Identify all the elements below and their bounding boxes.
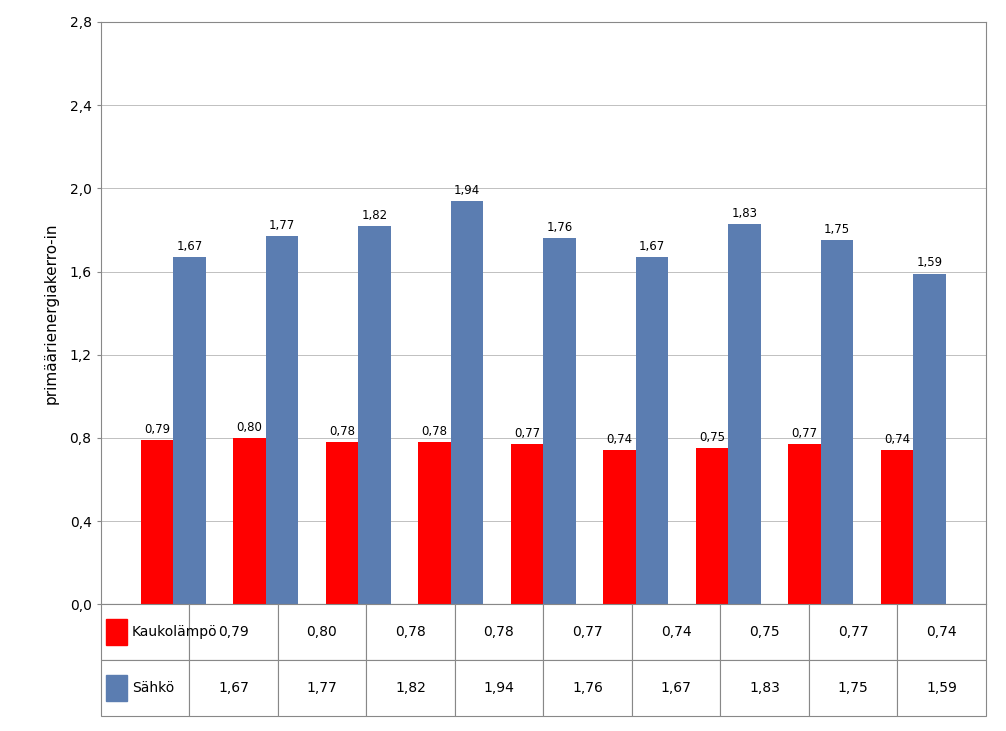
Text: 1,67: 1,67 bbox=[639, 240, 665, 253]
Text: 0,77: 0,77 bbox=[792, 427, 818, 440]
Text: 0,78: 0,78 bbox=[329, 425, 355, 438]
Bar bbox=[511, 444, 543, 605]
Bar bbox=[789, 444, 821, 605]
Bar bbox=[604, 450, 636, 605]
Bar bbox=[266, 236, 298, 605]
Text: 0,80: 0,80 bbox=[236, 421, 263, 433]
Text: 1,77: 1,77 bbox=[269, 219, 295, 232]
Bar bbox=[913, 273, 946, 605]
Bar bbox=[233, 438, 266, 605]
Bar bbox=[728, 224, 761, 605]
Text: 1,75: 1,75 bbox=[824, 223, 850, 236]
Y-axis label: primäärienergiakerro­in: primäärienergiakerro­in bbox=[43, 222, 58, 404]
Bar bbox=[418, 442, 451, 605]
Bar bbox=[451, 201, 483, 605]
Text: 0,74: 0,74 bbox=[884, 433, 910, 447]
Text: 1,83: 1,83 bbox=[731, 207, 758, 219]
Text: 0,75: 0,75 bbox=[699, 431, 725, 444]
Text: Kaukolämpö: Kaukolämpö bbox=[132, 626, 217, 640]
Bar bbox=[326, 442, 358, 605]
Bar bbox=[821, 240, 853, 605]
Text: 0,77: 0,77 bbox=[514, 427, 540, 440]
Bar bbox=[358, 226, 390, 605]
Text: 1,67: 1,67 bbox=[176, 240, 202, 253]
Bar bbox=[696, 448, 728, 605]
Text: 1,76: 1,76 bbox=[546, 221, 572, 234]
Bar bbox=[543, 238, 575, 605]
Text: Sähkö: Sähkö bbox=[132, 681, 174, 695]
Text: 1,94: 1,94 bbox=[454, 183, 480, 197]
Bar bbox=[636, 257, 668, 605]
Text: 1,59: 1,59 bbox=[916, 257, 943, 270]
Bar bbox=[173, 257, 205, 605]
Bar bbox=[141, 440, 173, 605]
Text: 1,82: 1,82 bbox=[361, 208, 387, 221]
Text: 0,74: 0,74 bbox=[607, 433, 633, 447]
Bar bbox=[881, 450, 913, 605]
Text: 0,78: 0,78 bbox=[422, 425, 448, 438]
Text: 0,79: 0,79 bbox=[144, 423, 170, 436]
